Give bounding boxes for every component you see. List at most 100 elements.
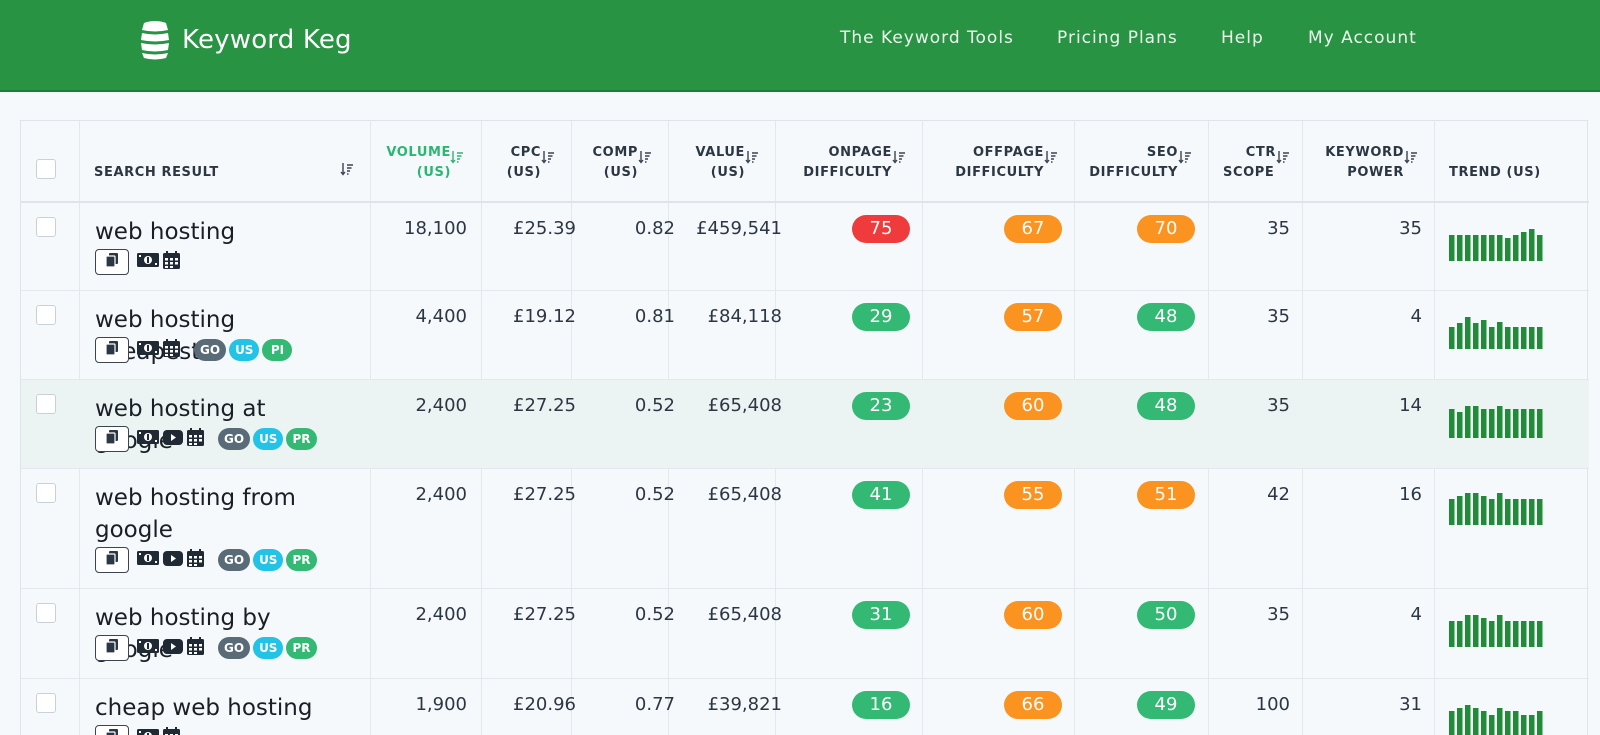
table-row[interactable]: web hosting at google GO US PR 2,400 £27.25 0.… <box>21 380 1589 469</box>
header-volume[interactable]: VOLUME (US) <box>370 121 481 203</box>
badge-pr[interactable]: PR <box>286 428 317 450</box>
sort-icon[interactable] <box>745 150 759 164</box>
badge-us[interactable]: US <box>229 339 260 361</box>
youtube-icon[interactable] <box>163 550 183 570</box>
table-row[interactable]: web hosting by google GO US PR 2,400 £27.25 0.… <box>21 589 1589 679</box>
header-label: TREND (US) <box>1449 165 1541 180</box>
header-onpage-difficulty[interactable]: ONPAGE DIFFICULTY <box>775 121 922 203</box>
calendar-icon[interactable] <box>187 637 204 659</box>
seo-difficulty-low: 50 <box>1137 601 1195 629</box>
sort-icon[interactable] <box>450 150 464 164</box>
copy-button[interactable] <box>95 426 129 452</box>
value-value: £65,408 <box>707 604 782 625</box>
nav-my-account[interactable]: My Account <box>1308 28 1417 48</box>
table-row[interactable]: web hosting from google GO US PR 2,400 £27.25… <box>21 469 1589 589</box>
sort-icon[interactable] <box>541 150 555 164</box>
sort-icon[interactable] <box>1404 150 1418 164</box>
header-search-result[interactable]: SEARCH RESULT <box>94 121 364 203</box>
calendar-icon[interactable] <box>163 339 180 361</box>
keyword-power-value: 35 <box>1399 218 1422 239</box>
badge-us[interactable]: US <box>253 428 284 450</box>
keyword-text[interactable]: web hosting <box>95 219 236 245</box>
trend-bar <box>1505 499 1511 525</box>
brand-name: Keyword Keg <box>182 25 352 55</box>
keyword-actions: GO US PR <box>95 547 320 573</box>
row-checkbox[interactable] <box>36 483 56 503</box>
trend-bar <box>1465 615 1471 647</box>
keyword-text[interactable]: cheap web hosting <box>95 695 313 721</box>
row-checkbox[interactable] <box>36 603 56 623</box>
ctr-scope-value: 35 <box>1267 395 1290 416</box>
sort-icon[interactable] <box>1178 150 1192 164</box>
money-icon[interactable] <box>137 638 159 658</box>
badge-go[interactable]: GO <box>218 549 251 571</box>
header-ctr-scope[interactable]: CTR SCOPE <box>1208 121 1302 203</box>
header-cpc[interactable]: CPC (US) <box>481 121 571 203</box>
trend-bar <box>1481 320 1487 349</box>
header-label: SEO DIFFICULTY <box>1089 145 1178 180</box>
keyword-table: SEARCH RESULT VOLUME (US) CPC (US) COMP (US… <box>20 120 1589 735</box>
calendar-icon[interactable] <box>187 428 204 450</box>
badge-us[interactable]: US <box>253 637 284 659</box>
copy-button[interactable] <box>95 725 129 735</box>
badge-pi[interactable]: PI <box>262 339 293 361</box>
money-icon[interactable] <box>137 429 159 449</box>
copy-button[interactable] <box>95 337 129 363</box>
header-keyword-power[interactable]: KEYWORD POWER <box>1302 121 1434 203</box>
money-icon[interactable] <box>137 550 159 570</box>
calendar-icon[interactable] <box>187 549 204 571</box>
offpage-difficulty-medium: 67 <box>1004 215 1062 243</box>
trend-bar <box>1449 327 1455 349</box>
badge-go[interactable]: GO <box>218 428 251 450</box>
badge-pr[interactable]: PR <box>286 637 317 659</box>
money-icon[interactable] <box>137 340 159 360</box>
table-row[interactable]: web hosting 18,100 £25.39 0.82 £459,541 75 67 7… <box>21 203 1589 291</box>
trend-bar <box>1537 499 1543 525</box>
row-checkbox[interactable] <box>36 217 56 237</box>
calendar-icon[interactable] <box>163 727 180 735</box>
sort-icon[interactable] <box>1276 150 1290 164</box>
onpage-difficulty-low: 31 <box>852 601 910 629</box>
sort-icon[interactable] <box>892 150 906 164</box>
copy-icon <box>105 638 119 658</box>
seo-difficulty-medium: 51 <box>1137 481 1195 509</box>
table-row[interactable]: web hosting cheapestGOUSPI4,400£19.120.8… <box>21 291 1589 380</box>
badge-go[interactable]: GO <box>218 637 251 659</box>
header-seo-difficulty[interactable]: SEO DIFFICULTY <box>1074 121 1208 203</box>
nav-keyword-tools[interactable]: The Keyword Tools <box>840 28 1014 48</box>
sort-icon[interactable] <box>1044 150 1058 164</box>
header-comp[interactable]: COMP (US) <box>571 121 668 203</box>
trend-bar <box>1481 409 1487 438</box>
calendar-icon[interactable] <box>163 251 180 273</box>
badge-us[interactable]: US <box>253 549 284 571</box>
nav-help[interactable]: Help <box>1221 28 1264 48</box>
select-all-checkbox[interactable] <box>36 159 56 179</box>
nav-pricing-plans[interactable]: Pricing Plans <box>1057 28 1178 48</box>
badge-go[interactable]: GO <box>194 339 227 361</box>
copy-button[interactable] <box>95 249 129 275</box>
table-row[interactable]: cheap web hosting 1,900 £20.96 0.77 £39,821 1… <box>21 679 1589 735</box>
row-checkbox[interactable] <box>36 693 56 713</box>
header-value[interactable]: VALUE (US) <box>668 121 775 203</box>
sort-icon[interactable] <box>638 150 652 164</box>
row-checkbox[interactable] <box>36 394 56 414</box>
badge-pr[interactable]: PR <box>286 549 317 571</box>
copy-button[interactable] <box>95 547 129 573</box>
value-value: £459,541 <box>696 218 782 239</box>
logo[interactable]: Keyword Keg <box>140 20 352 60</box>
trend-bar <box>1473 323 1479 349</box>
youtube-icon[interactable] <box>163 429 183 449</box>
comp-value: 0.77 <box>634 694 675 715</box>
keyword-text[interactable]: web hosting from google <box>95 485 296 543</box>
header-offpage-difficulty[interactable]: OFFPAGE DIFFICULTY <box>922 121 1074 203</box>
youtube-icon[interactable] <box>163 638 183 658</box>
offpage-difficulty-medium: 60 <box>1004 601 1062 629</box>
trend-bar <box>1505 409 1511 438</box>
trend-bar <box>1521 327 1527 349</box>
money-icon[interactable] <box>137 728 159 735</box>
money-icon[interactable] <box>137 252 159 272</box>
sort-icon[interactable] <box>340 162 354 176</box>
copy-button[interactable] <box>95 635 129 661</box>
row-checkbox[interactable] <box>36 305 56 325</box>
keyword-text[interactable]: web hosting at google <box>95 396 266 454</box>
